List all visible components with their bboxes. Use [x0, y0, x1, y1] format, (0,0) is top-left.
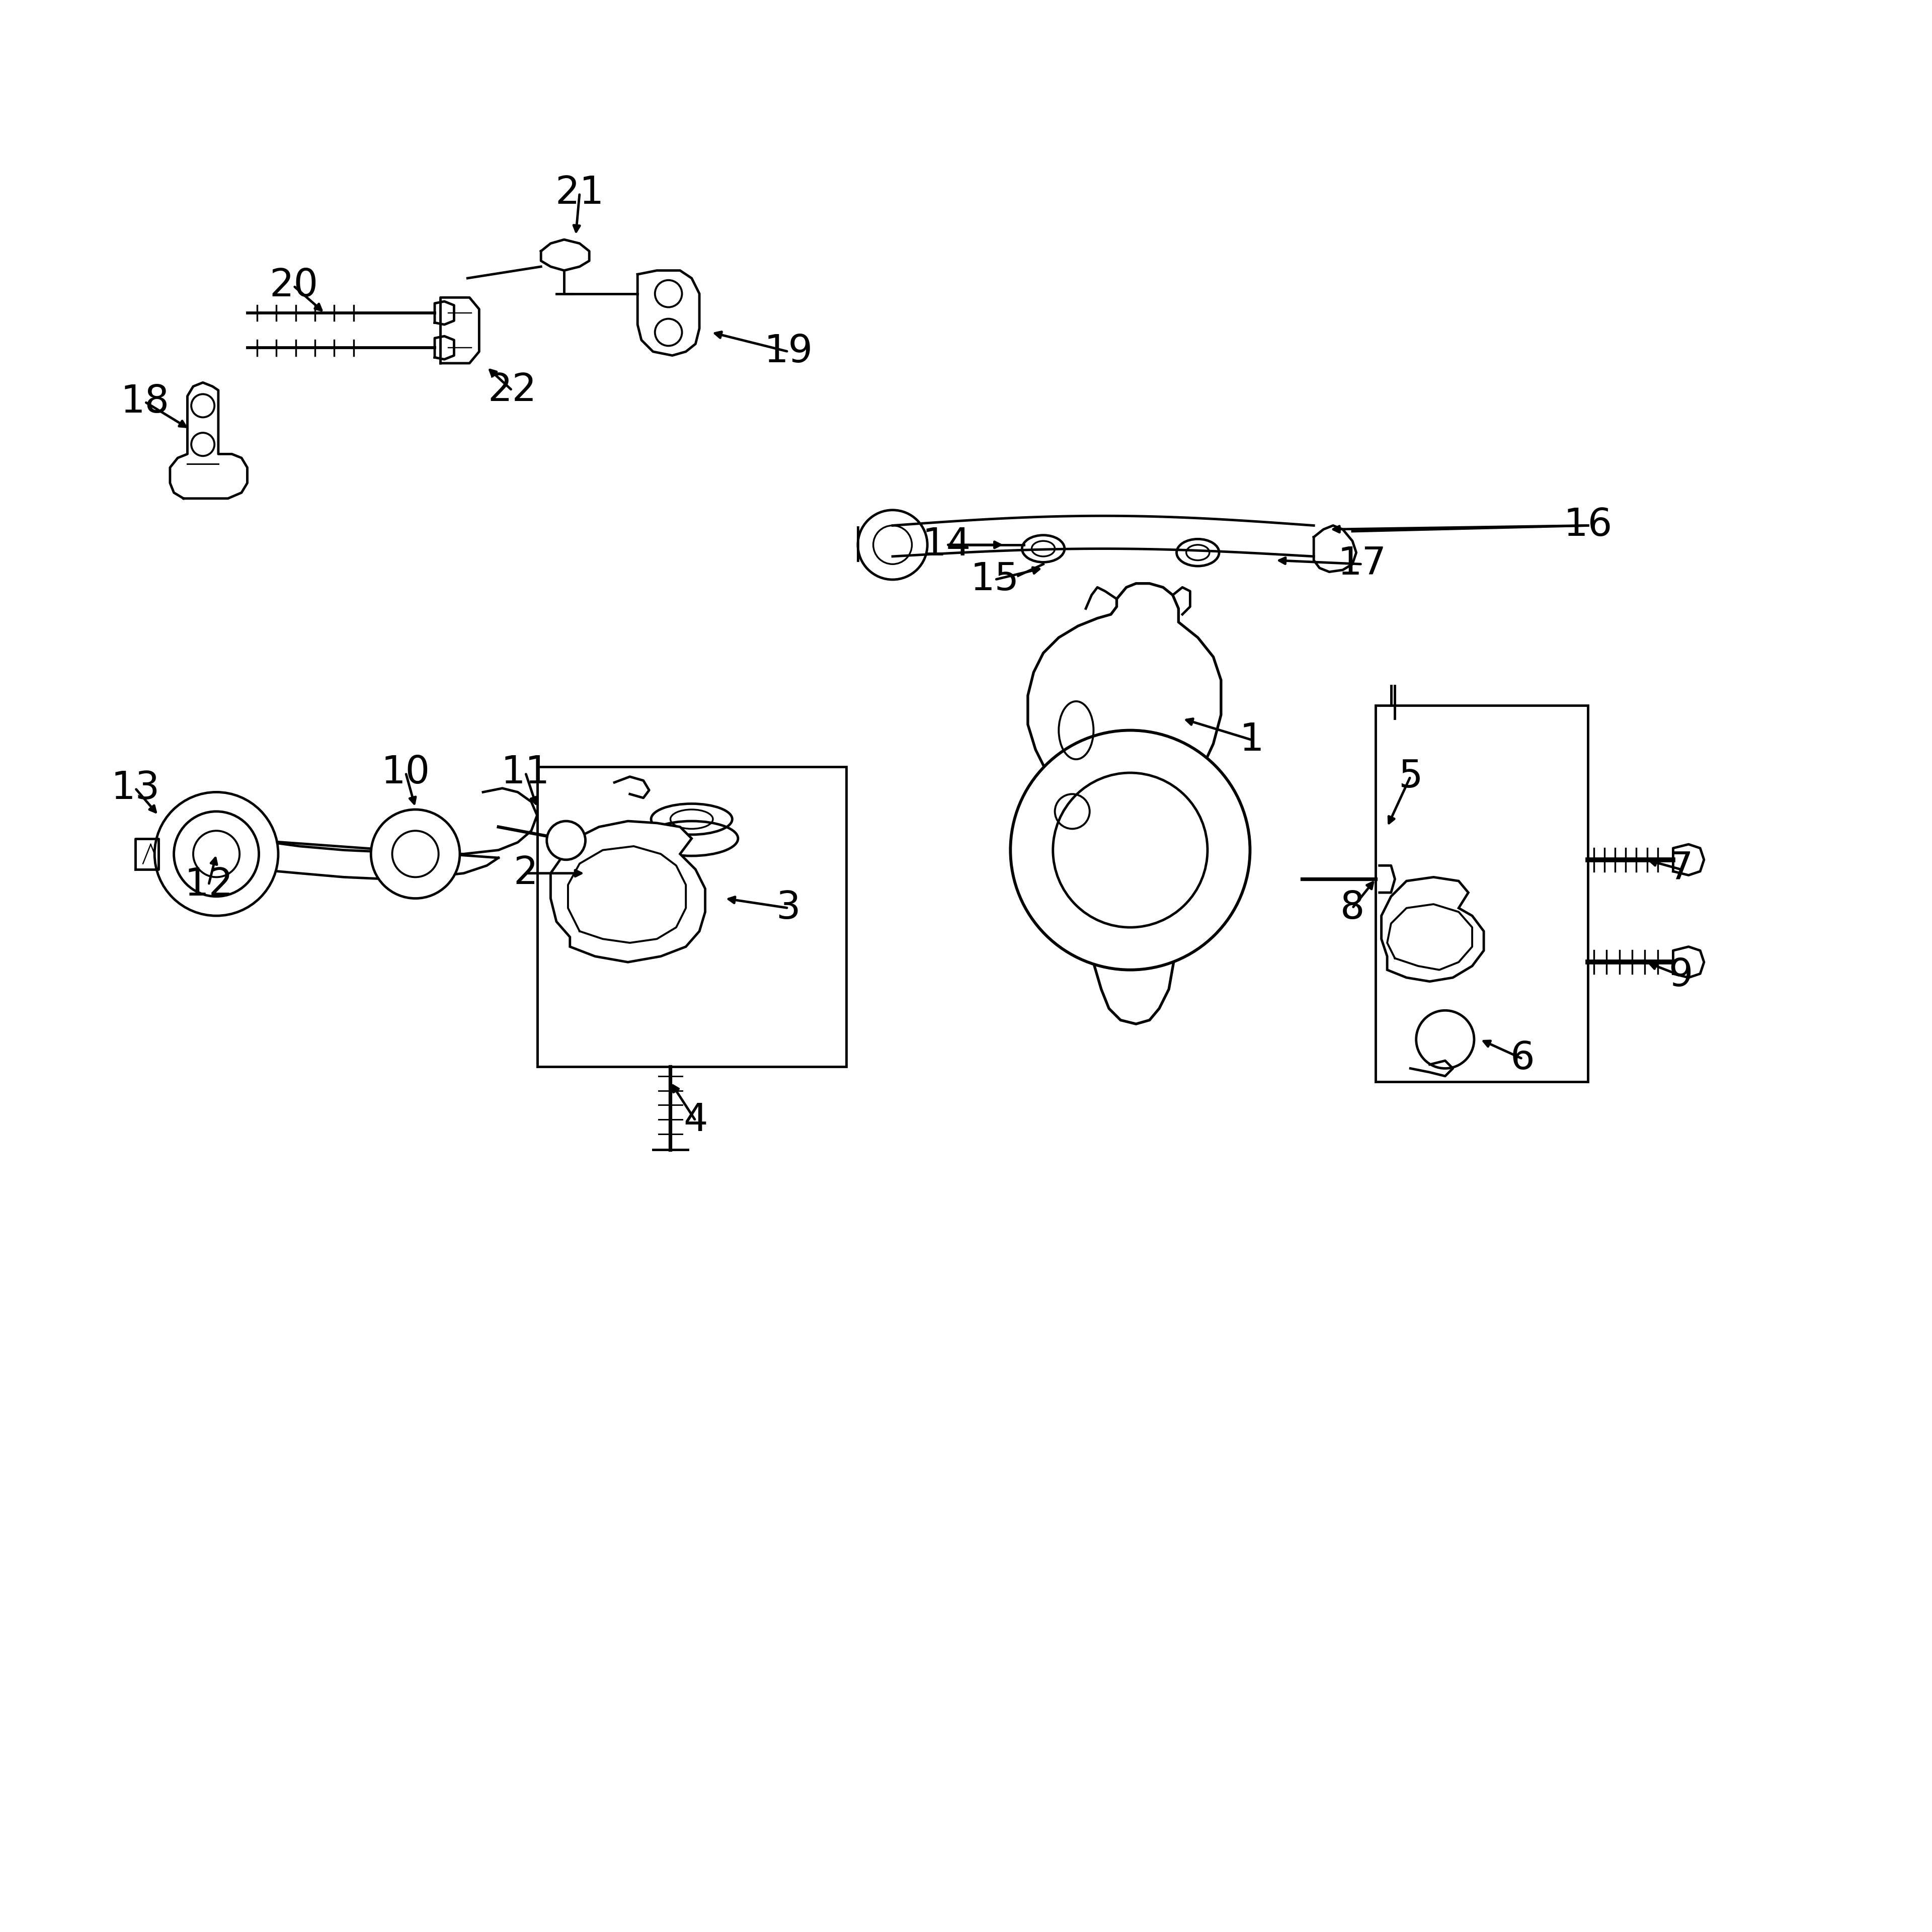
Text: 2: 2	[514, 854, 537, 893]
Text: 12: 12	[184, 866, 234, 904]
Text: 21: 21	[554, 174, 605, 213]
Text: 8: 8	[1341, 889, 1364, 927]
Polygon shape	[1028, 583, 1221, 1024]
Circle shape	[1010, 730, 1250, 970]
Text: 10: 10	[381, 753, 431, 792]
Ellipse shape	[651, 804, 732, 835]
Text: 16: 16	[1563, 506, 1613, 545]
Text: 18: 18	[120, 383, 170, 421]
Text: 11: 11	[500, 753, 551, 792]
Text: 15: 15	[970, 560, 1020, 599]
Text: 14: 14	[922, 526, 972, 564]
Text: 19: 19	[763, 332, 813, 371]
Polygon shape	[551, 821, 705, 962]
Circle shape	[155, 792, 278, 916]
Text: 5: 5	[1399, 757, 1422, 796]
Text: 9: 9	[1669, 956, 1692, 995]
Polygon shape	[1381, 877, 1484, 981]
Circle shape	[1416, 1010, 1474, 1068]
Circle shape	[371, 810, 460, 898]
Text: 7: 7	[1669, 850, 1692, 889]
Text: 3: 3	[777, 889, 800, 927]
Text: 1: 1	[1240, 721, 1264, 759]
Bar	[1376, 705, 1588, 1082]
Bar	[537, 767, 846, 1066]
Circle shape	[547, 821, 585, 860]
Text: 6: 6	[1511, 1039, 1534, 1078]
Text: 20: 20	[269, 267, 319, 305]
Text: 4: 4	[684, 1101, 707, 1140]
Text: 22: 22	[487, 371, 537, 410]
Text: 17: 17	[1337, 545, 1387, 583]
Text: 13: 13	[110, 769, 160, 808]
